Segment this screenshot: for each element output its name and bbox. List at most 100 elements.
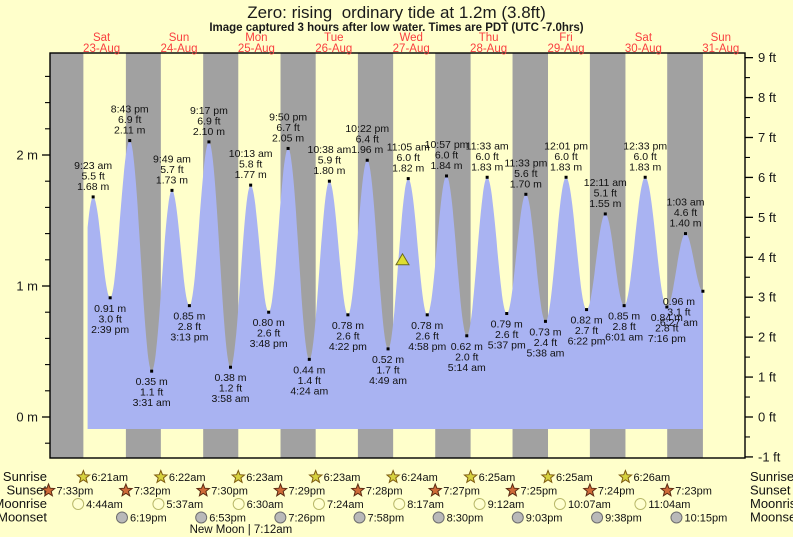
sunset-star-icon xyxy=(41,482,56,497)
tide-low-time: 6:01 am xyxy=(605,332,643,344)
tide-high-m: 1.40 m xyxy=(669,218,701,230)
tide-extreme-dot xyxy=(286,146,290,150)
tide-high-m: 1.68 m xyxy=(77,181,109,193)
tide-low-time: 4:58 pm xyxy=(408,341,446,353)
tide-high-m: 1.70 m xyxy=(510,178,542,190)
moonrise-circle-icon xyxy=(152,498,165,510)
right-axis-label: 0 ft xyxy=(758,410,776,425)
tide-extreme-dot xyxy=(543,319,547,323)
moonrise-circle-icon xyxy=(393,498,406,510)
moonrise-time: 4:44am xyxy=(86,499,123,511)
tide-low-ft: 1.2 ft xyxy=(219,383,242,395)
tide-low-ft: 3.0 ft xyxy=(98,313,121,325)
moonset-time: 7:58pm xyxy=(368,513,405,525)
tide-high-time: 9:49 am xyxy=(153,153,191,165)
tide-high-ft: 6.0 ft xyxy=(435,149,458,161)
tide-low-time: 4:49 am xyxy=(369,375,407,387)
tide-high-ft: 6.0 ft xyxy=(634,151,657,163)
tide-low-ft: 2.8 ft xyxy=(612,321,635,333)
moonrise-circle-icon xyxy=(312,498,325,510)
sunrise-star-icon xyxy=(75,469,91,484)
moonset-time: 9:38pm xyxy=(605,513,642,525)
tide-high-m: 1.84 m xyxy=(430,160,462,172)
tide-low-time: 3:31 am xyxy=(133,397,171,409)
tide-low-m: 0.52 m xyxy=(372,354,404,366)
sunset-time: 7:25pm xyxy=(521,486,558,498)
row-label-sunset-right: Sunset xyxy=(750,483,791,498)
moonrise-time: 10:07am xyxy=(568,499,611,511)
tide-low-m: 0.84 m xyxy=(651,312,683,324)
tide-low-m: 0.38 m xyxy=(214,372,246,384)
sunset-time: 7:23pm xyxy=(675,486,712,498)
sunset-time: 7:29pm xyxy=(289,486,326,498)
tide-high-time: 9:23 am xyxy=(74,160,112,172)
tide-low-ft: 2.0 ft xyxy=(455,351,478,363)
day-label: Wed xyxy=(399,32,422,44)
tide-low-ft: 1.1 ft xyxy=(140,387,163,399)
tide-high-m: 1.55 m xyxy=(589,198,621,210)
tide-extreme-dot xyxy=(346,313,350,317)
tide-extreme-dot xyxy=(683,232,687,236)
sunrise-time: 6:23am xyxy=(246,472,283,484)
moon-phase-label: New Moon | 7:12am xyxy=(190,524,293,536)
sunset-time: 7:24pm xyxy=(598,486,635,498)
tide-low-ft: 2.8 ft xyxy=(655,322,678,334)
tide-low-m: 0.73 m xyxy=(529,326,561,338)
tide-high-m: 1.96 m xyxy=(351,144,383,156)
tide-high-time: 12:33 pm xyxy=(623,140,667,152)
sunset-star-icon xyxy=(118,482,134,497)
tide-high-m: 1.80 m xyxy=(313,165,345,177)
row-label-moonrise-left: Moonrise xyxy=(0,496,47,511)
tide-extreme-dot xyxy=(505,312,509,316)
tide-low-m: 0.91 m xyxy=(94,303,126,315)
tide-high-ft: 6.0 ft xyxy=(475,151,498,163)
tide-low-time: 6:22 pm xyxy=(568,336,606,348)
tide-low-ft: 2.4 ft xyxy=(534,337,557,349)
sunrise-time: 6:25am xyxy=(556,472,593,484)
moonrise-time: 6:30am xyxy=(247,499,284,511)
tide-extreme-dot xyxy=(128,139,132,143)
right-axis-label: 7 ft xyxy=(758,130,776,145)
moonrise-time: 9:12am xyxy=(488,499,525,511)
tide-high-time: 10:57 pm xyxy=(425,139,469,151)
tide-extreme-dot xyxy=(665,305,669,309)
tide-high-m: 1.83 m xyxy=(550,161,582,173)
day-label: Sat xyxy=(635,32,653,44)
tide-high-m: 2.10 m xyxy=(193,126,225,138)
moonrise-circle-icon xyxy=(473,498,486,510)
sunrise-time: 6:24am xyxy=(401,472,438,484)
sunrise-star-icon xyxy=(308,469,324,484)
sunset-star-icon xyxy=(427,482,443,497)
day-label: Fri xyxy=(559,32,572,44)
tide-high-time: 10:22 pm xyxy=(345,123,389,135)
tide-low-m: 0.78 m xyxy=(332,320,364,332)
tide-high-time: 12:11 am xyxy=(584,177,627,189)
tide-high-time: 11:33 pm xyxy=(504,157,547,169)
tide-high-time: 12:01 pm xyxy=(544,140,588,152)
tide-high-ft: 5.7 ft xyxy=(160,164,183,176)
plot-frame xyxy=(49,52,746,459)
tide-high-ft: 6.9 ft xyxy=(197,115,220,127)
tide-low-m: 0.79 m xyxy=(491,319,523,331)
right-axis-label: 9 ft xyxy=(758,50,776,65)
moonrise-time: 11:04am xyxy=(648,499,690,511)
sunset-star-icon xyxy=(582,482,598,497)
left-axis-label: 0 m xyxy=(16,410,38,425)
tide-low-m: 0.96 m xyxy=(663,296,695,308)
tide-low-m: 0.82 m xyxy=(570,315,602,327)
moonrise-time: 7:24am xyxy=(327,499,364,511)
right-axis-label: 1 ft xyxy=(758,370,776,385)
moonset-circle-icon xyxy=(353,511,366,524)
tide-extreme-dot xyxy=(307,357,311,361)
tide-low-time: 7:16 pm xyxy=(648,333,686,345)
left-axis-label: 1 m xyxy=(16,279,38,294)
tide-low-ft: 3.1 ft xyxy=(667,307,690,319)
sunset-star-icon xyxy=(272,482,288,497)
tide-high-ft: 5.9 ft xyxy=(318,155,341,167)
right-axis-label: 8 ft xyxy=(758,90,776,105)
tide-extreme-dot xyxy=(229,365,233,369)
sunset-time: 7:28pm xyxy=(366,486,403,498)
tide-high-ft: 6.4 ft xyxy=(356,134,379,146)
tide-high-ft: 5.6 ft xyxy=(514,168,537,180)
